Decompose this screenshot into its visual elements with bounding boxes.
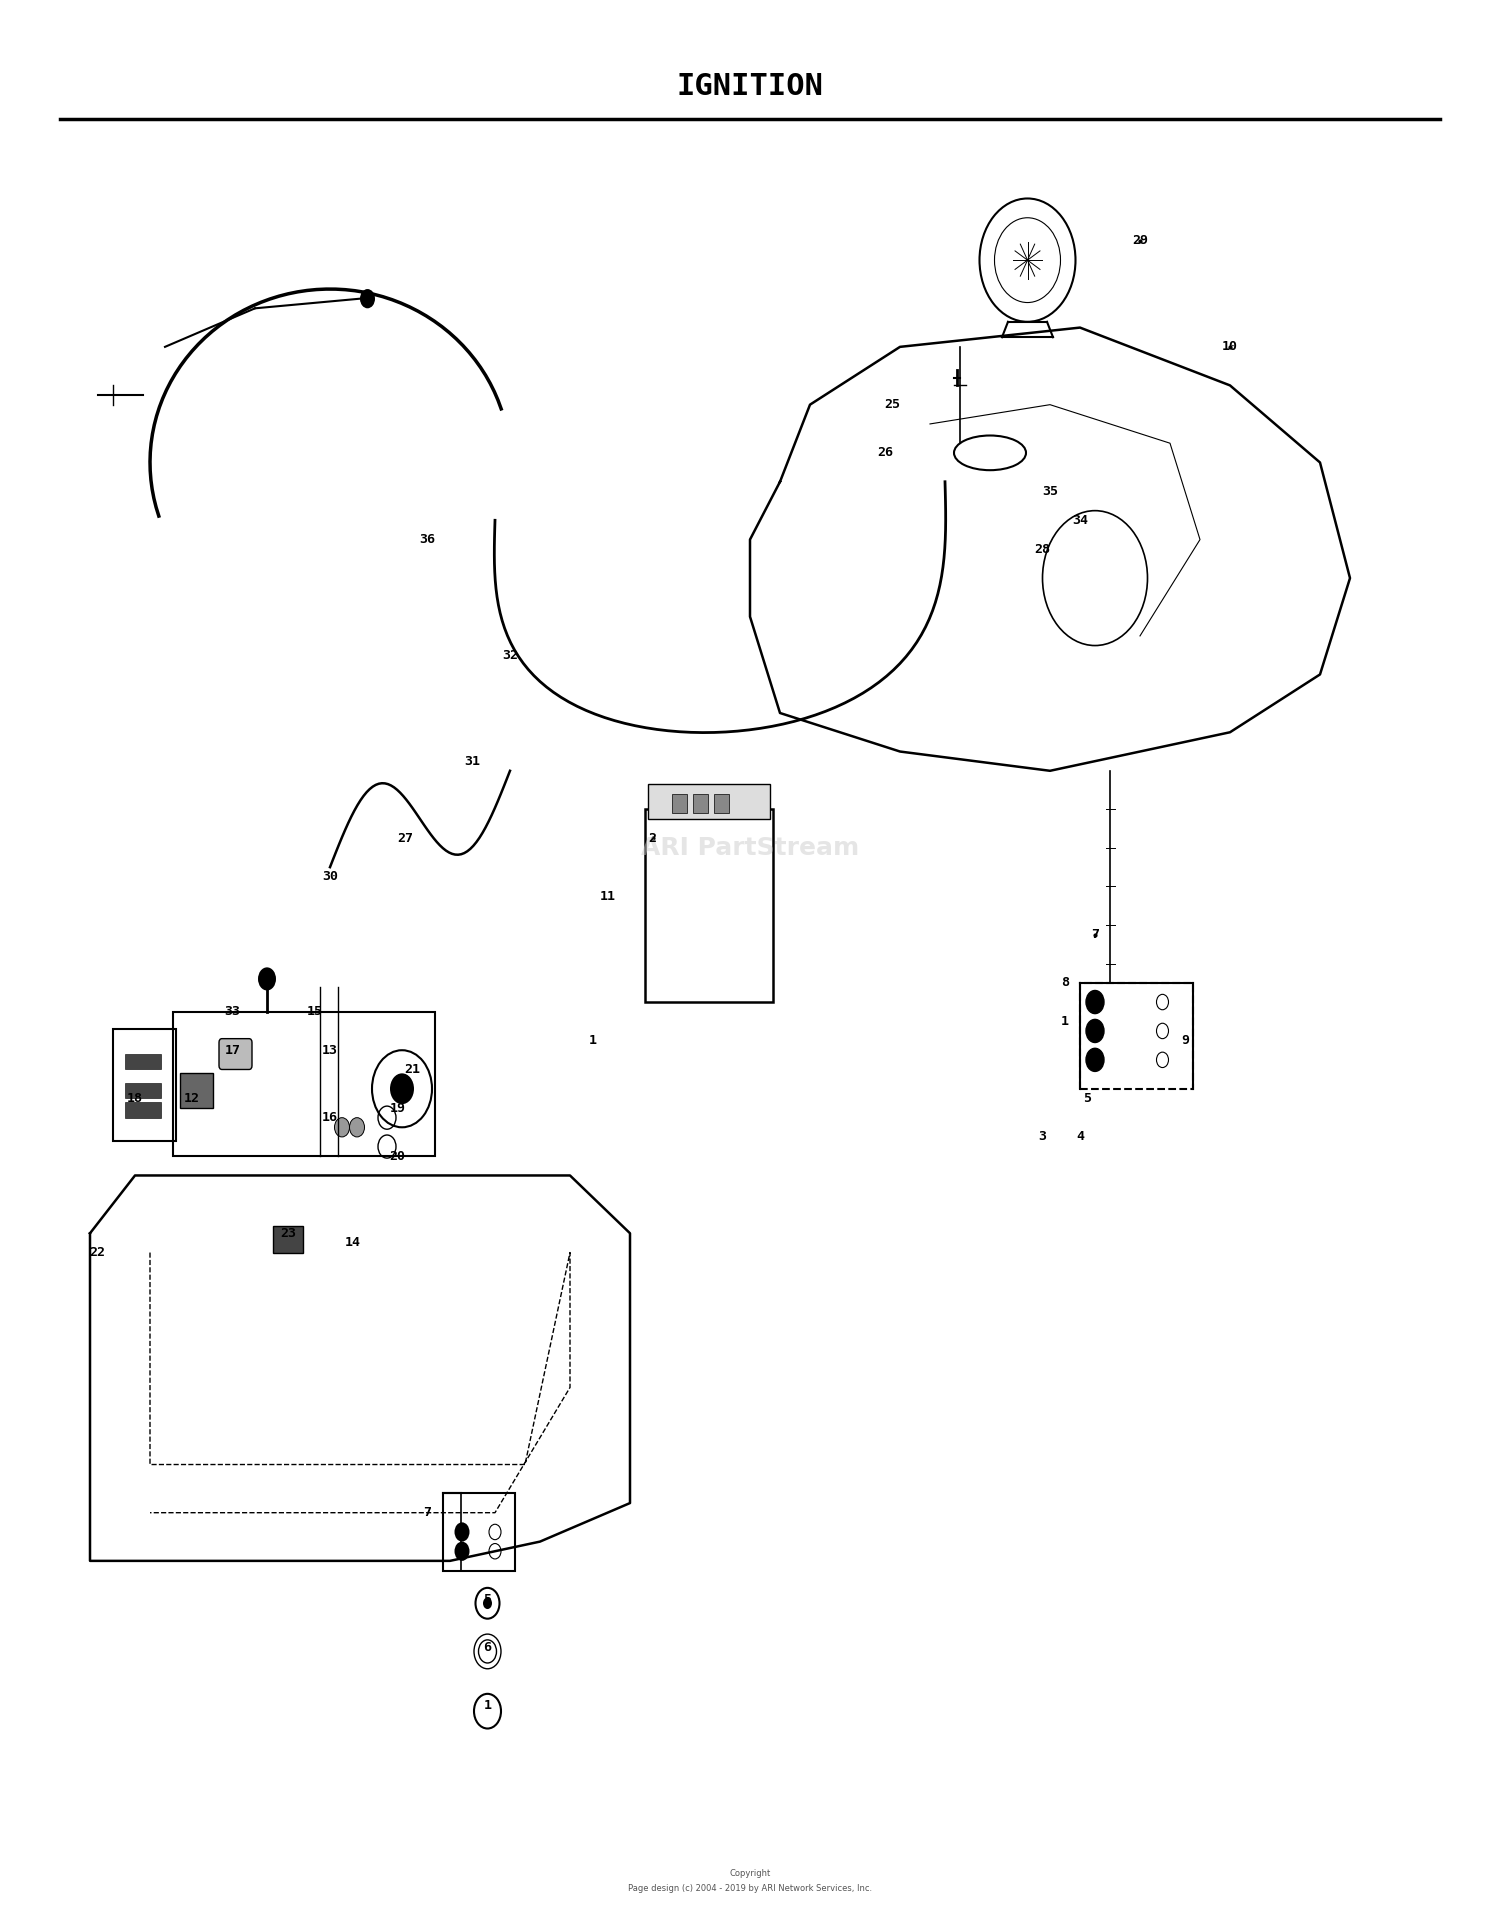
- Text: IGNITION: IGNITION: [676, 71, 824, 102]
- Text: ARI PartStream: ARI PartStream: [640, 836, 860, 859]
- Circle shape: [483, 1597, 492, 1609]
- Text: 9: 9: [1180, 1035, 1190, 1046]
- Circle shape: [258, 967, 276, 990]
- Text: 22: 22: [90, 1247, 105, 1258]
- Text: 16: 16: [322, 1112, 338, 1123]
- Text: 27: 27: [398, 832, 412, 844]
- Text: Page design (c) 2004 - 2019 by ARI Network Services, Inc.: Page design (c) 2004 - 2019 by ARI Netwo…: [628, 1885, 872, 1892]
- Circle shape: [360, 289, 375, 308]
- Bar: [273, 1226, 303, 1253]
- Circle shape: [454, 1522, 470, 1542]
- Text: 8: 8: [1060, 977, 1070, 989]
- Text: 34: 34: [1072, 515, 1088, 526]
- Bar: [124, 1083, 160, 1098]
- Circle shape: [1086, 1019, 1104, 1043]
- Text: 28: 28: [1035, 543, 1050, 555]
- Text: 1: 1: [1060, 1016, 1070, 1027]
- Text: 29: 29: [1132, 235, 1148, 247]
- Text: 7: 7: [1090, 929, 1100, 940]
- Circle shape: [1086, 990, 1104, 1014]
- Bar: [648, 784, 770, 819]
- Bar: [172, 1012, 435, 1156]
- FancyBboxPatch shape: [219, 1039, 252, 1069]
- Text: 14: 14: [345, 1237, 360, 1249]
- Text: 5: 5: [483, 1594, 492, 1605]
- Text: 4: 4: [1076, 1131, 1084, 1143]
- Text: 36: 36: [420, 534, 435, 545]
- Bar: [672, 794, 687, 813]
- Bar: [714, 794, 729, 813]
- Bar: [124, 1102, 160, 1118]
- Text: 20: 20: [390, 1150, 405, 1162]
- Text: 18: 18: [128, 1093, 142, 1104]
- Bar: [180, 1073, 213, 1108]
- Text: 10: 10: [1222, 341, 1238, 353]
- Text: 7: 7: [423, 1507, 432, 1518]
- Text: 26: 26: [878, 447, 892, 459]
- Text: 13: 13: [322, 1044, 338, 1056]
- Text: 23: 23: [280, 1227, 296, 1239]
- Bar: [693, 794, 708, 813]
- Text: 30: 30: [322, 871, 338, 883]
- Circle shape: [1086, 1048, 1104, 1071]
- Text: 25: 25: [885, 399, 900, 410]
- Text: 2: 2: [648, 832, 657, 844]
- Bar: [124, 1054, 160, 1069]
- Circle shape: [390, 1073, 414, 1104]
- Text: 5: 5: [1083, 1093, 1092, 1104]
- Text: 31: 31: [465, 755, 480, 767]
- Bar: [442, 1493, 514, 1571]
- Circle shape: [350, 1118, 364, 1137]
- Text: 33: 33: [225, 1006, 240, 1017]
- Text: 15: 15: [308, 1006, 322, 1017]
- Text: 32: 32: [503, 649, 518, 661]
- Text: 1: 1: [588, 1035, 597, 1046]
- Bar: [645, 809, 772, 1002]
- Text: 24: 24: [360, 293, 375, 304]
- Text: 6: 6: [483, 1642, 492, 1653]
- Text: 1: 1: [483, 1700, 492, 1711]
- Text: 35: 35: [1042, 486, 1058, 497]
- Text: 21: 21: [405, 1064, 420, 1075]
- Text: 11: 11: [600, 890, 615, 902]
- Text: Copyright: Copyright: [729, 1869, 771, 1877]
- Text: 19: 19: [390, 1102, 405, 1114]
- Text: 17: 17: [225, 1044, 240, 1056]
- Circle shape: [454, 1542, 470, 1561]
- Bar: [112, 1029, 176, 1141]
- Text: 12: 12: [184, 1093, 200, 1104]
- Circle shape: [334, 1118, 350, 1137]
- Text: 3: 3: [1038, 1131, 1047, 1143]
